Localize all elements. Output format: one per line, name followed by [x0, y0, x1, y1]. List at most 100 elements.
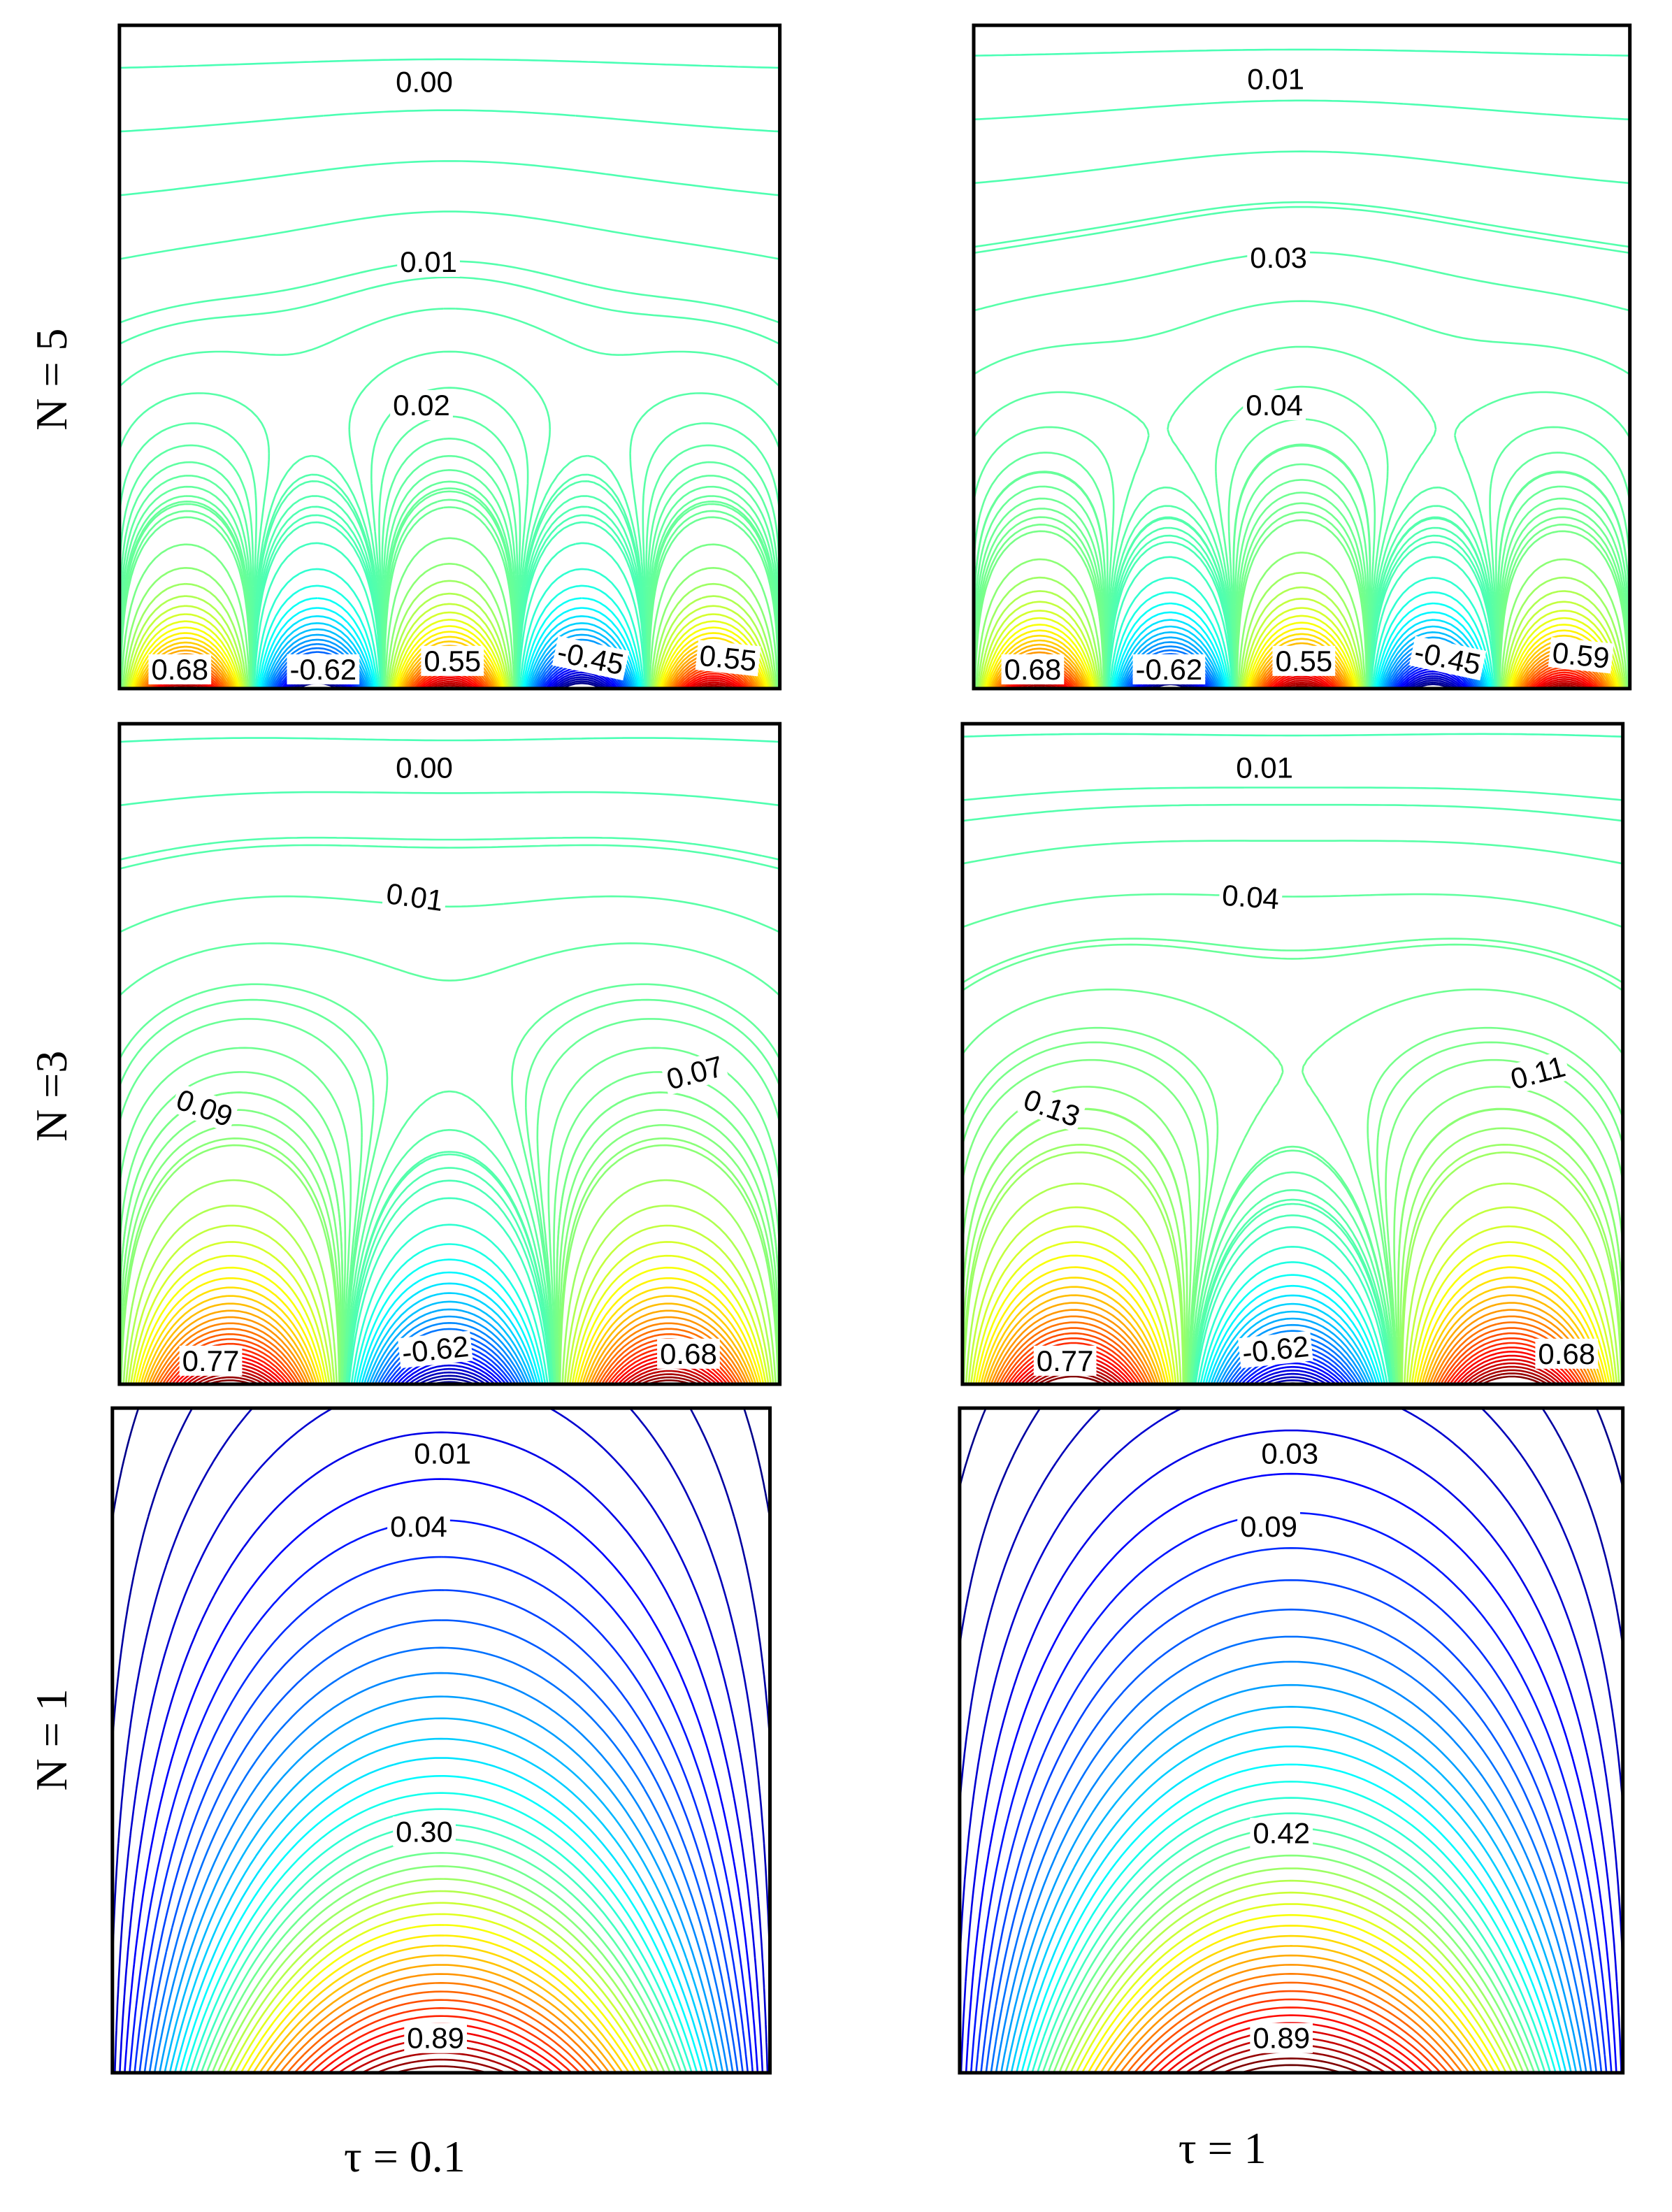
contour-label: 0.11 [1504, 1050, 1571, 1096]
contour-line [1197, 1246, 1388, 1385]
contour-line [353, 1243, 547, 1385]
contour-line [252, 1944, 630, 2074]
contour-label-text: 0.11 [1507, 1050, 1569, 1096]
contour-label-text: 0.04 [1221, 879, 1281, 916]
contour-line [119, 791, 780, 1385]
contour-label: 0.59 [1548, 636, 1614, 675]
contour-label-text: 0.89 [407, 2022, 464, 2055]
contour-label-text: 0.04 [390, 1510, 447, 1543]
contour-line [129, 1241, 770, 1385]
contour-line [1087, 1925, 1495, 2074]
contour-line [1199, 1261, 1386, 1385]
contour-line [301, 2007, 581, 2074]
contour-label: 0.00 [393, 66, 456, 99]
contour-line [962, 938, 1624, 1385]
contour-line [134, 1556, 749, 2074]
contour-line [259, 1954, 624, 2074]
contour-plot [958, 1407, 1624, 2074]
contour-line [975, 1547, 1608, 2074]
label-background [411, 1438, 475, 1469]
contour-line [126, 603, 773, 689]
contour-label: 0.01 [382, 877, 448, 917]
contour-line [254, 568, 645, 689]
contour-line [148, 1646, 734, 2074]
contour-plot [961, 733, 1624, 1386]
contour-label-text: 0.01 [400, 245, 457, 278]
contour-label: 0.30 [393, 1815, 456, 1848]
contour-label: -0.62 [287, 653, 360, 686]
contour-line [1114, 619, 1489, 689]
contour-label: 0.77 [1033, 1344, 1097, 1377]
contour-line [124, 592, 774, 689]
contour-label: 0.09 [1237, 1510, 1300, 1543]
contour-label-text: 0.89 [1253, 2022, 1310, 2055]
contour-line [1248, 1365, 1337, 1385]
contour-line [1118, 631, 1486, 689]
contour-line [119, 160, 780, 689]
contour-line [408, 1367, 491, 1385]
contour-line [1021, 1763, 1562, 2074]
contour-line [179, 1775, 703, 2074]
contour-line [993, 1315, 1592, 1385]
contour-line [376, 2058, 506, 2074]
contour-line [974, 519, 1630, 689]
contour-line [143, 1619, 739, 2074]
contour-line [977, 1266, 1608, 1385]
contour-line [153, 1672, 729, 2074]
contour-line [119, 260, 781, 689]
contour-line [1202, 1274, 1383, 1385]
label-background [148, 654, 212, 684]
label-background [397, 1330, 473, 1369]
contour-label: 0.04 [387, 1510, 450, 1543]
label-background [1033, 1345, 1097, 1376]
contour-line [217, 1878, 665, 2074]
contour-line [120, 1144, 779, 1384]
contour-line [995, 1660, 1587, 2074]
contour-plot [972, 48, 1631, 690]
label-background [387, 1511, 450, 1542]
contour-line [222, 1890, 660, 2074]
contour-line [119, 210, 780, 689]
contour-label: 0.07 [661, 1049, 730, 1096]
contour-line [294, 1999, 589, 2074]
contour-label: 0.09 [170, 1083, 240, 1133]
label-background [1244, 64, 1308, 94]
contour-label-text: 0.02 [393, 389, 450, 422]
column-label: τ = 1 [1179, 2123, 1267, 2173]
contour-line [114, 1407, 769, 2073]
contour-label: 0.55 [695, 639, 761, 677]
contour-label-text: 0.59 [1551, 636, 1611, 675]
contour-line [355, 1258, 544, 1385]
contour-line [1111, 602, 1492, 689]
label-background [170, 1083, 240, 1133]
contour-line [1100, 1945, 1483, 2074]
label-background [404, 2023, 468, 2053]
contour-line [970, 1511, 1613, 2074]
contour-label-text: 0.09 [1240, 1510, 1297, 1543]
contour-line [1133, 1990, 1449, 2074]
label-background [1504, 1050, 1571, 1096]
contour-line [129, 619, 770, 689]
label-background [1243, 390, 1306, 421]
contour-line [1053, 1854, 1530, 2074]
contour-line [350, 1223, 549, 1385]
label-background [382, 877, 448, 917]
contour-label: 0.68 [1001, 653, 1065, 686]
contour-line [348, 1197, 552, 1385]
contour-line [986, 627, 1618, 689]
contour-line [137, 1277, 762, 1385]
contour-line [1126, 1981, 1456, 2074]
contour-label-text: 0.07 [663, 1049, 727, 1096]
contour-label: 0.02 [390, 389, 453, 422]
contour-line [1109, 577, 1495, 689]
contour-label-text: -0.62 [401, 1330, 470, 1370]
panel-frame [960, 721, 1625, 1386]
contour-line [124, 1205, 774, 1385]
contour-line [1058, 1867, 1525, 2074]
contour-line [147, 1309, 752, 1385]
contour-label: 0.03 [1258, 1437, 1322, 1470]
contour-label: 0.68 [148, 653, 212, 686]
contour-line [1210, 1302, 1376, 1385]
contour-line [1036, 1812, 1546, 2074]
contour-line [128, 611, 772, 689]
